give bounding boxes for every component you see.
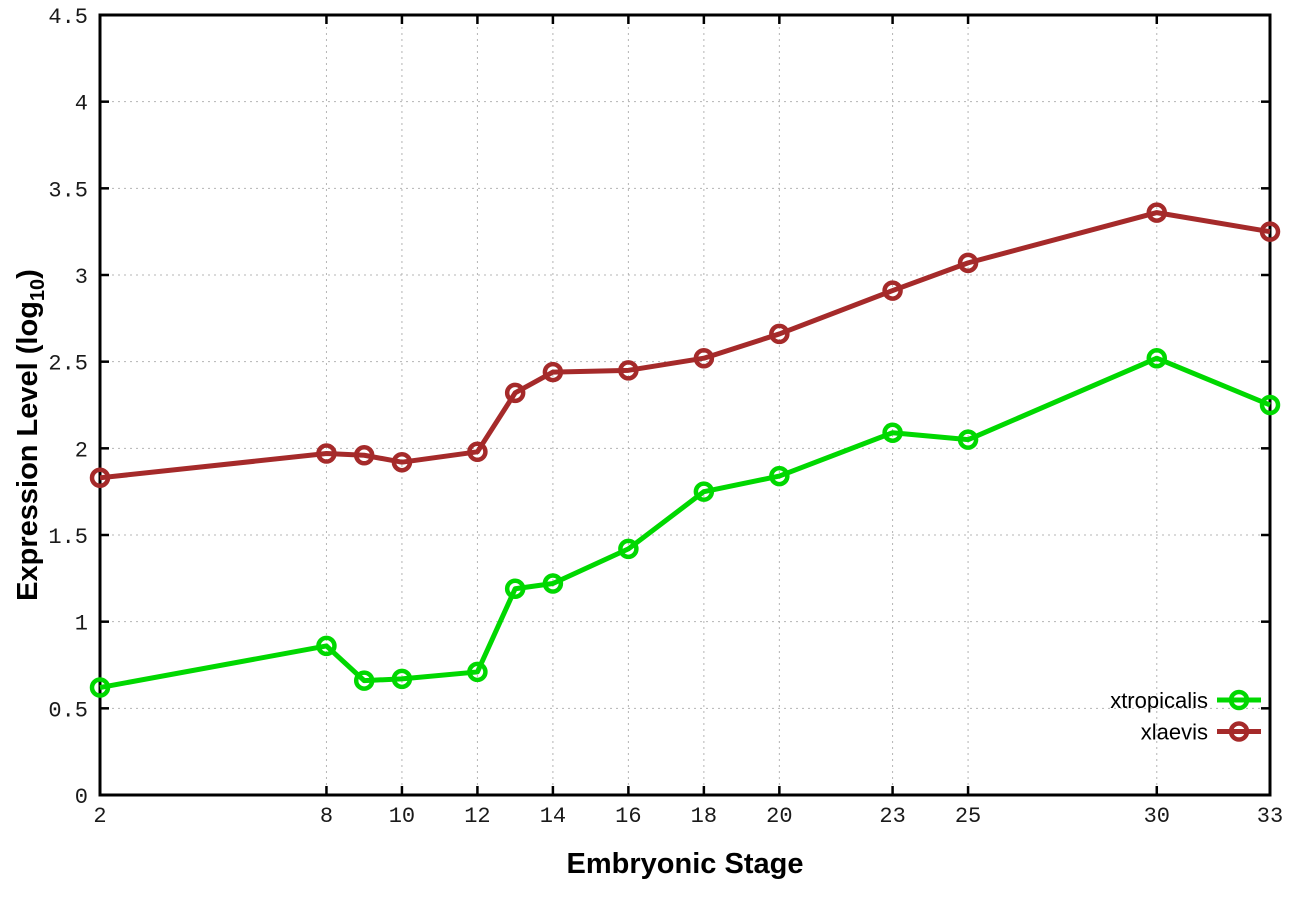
data-point-marker	[504, 578, 526, 599]
data-point-marker	[467, 661, 488, 683]
data-point-marker	[882, 422, 903, 443]
x-tick-label: 25	[955, 804, 981, 829]
data-point-marker	[693, 347, 715, 369]
data-point-marker	[89, 677, 111, 698]
data-point-marker	[316, 635, 337, 657]
y-tick-label: 4	[75, 92, 88, 117]
y-tick-label: 1	[75, 612, 88, 637]
data-point-marker	[618, 360, 639, 381]
legend: xtropicalis xlaevis	[1110, 688, 1261, 745]
data-point-marker	[353, 670, 375, 691]
data-point-marker	[882, 280, 903, 301]
plot-border	[98, 13, 1272, 797]
y-tick-label: 0.5	[48, 698, 88, 723]
legend-sample-marker	[1228, 689, 1250, 711]
series-line	[99, 355, 1271, 690]
y-tick-label: 3	[75, 265, 88, 290]
y-tick-label: 2.5	[48, 352, 88, 377]
y-tick-label: 2	[75, 438, 88, 463]
data-point-marker	[391, 451, 413, 473]
x-axis-title: Embryonic Stage	[566, 848, 804, 880]
series-xtropicalis	[89, 347, 1281, 698]
x-tick-label: 33	[1257, 804, 1283, 829]
x-tick-label: 10	[389, 804, 415, 829]
x-tick-label: 18	[691, 804, 717, 829]
y-tick-label: 0	[75, 785, 88, 810]
series-line	[99, 210, 1271, 481]
data-point-marker	[391, 668, 413, 690]
data-point-marker	[467, 441, 488, 463]
data-point-marker	[1259, 394, 1281, 416]
x-tick-label: 16	[615, 804, 641, 829]
series-xlaevis	[89, 202, 1281, 489]
legend-label: xlaevis	[1141, 720, 1208, 745]
data-point-marker	[1259, 221, 1281, 242]
data-point-marker	[769, 323, 790, 345]
legend-label: xtropicalis	[1110, 688, 1208, 713]
data-point-marker	[693, 481, 715, 502]
y-axis-title-text: Expression Level (log	[12, 301, 44, 601]
data-point-marker	[316, 443, 337, 464]
x-tick-label: 8	[320, 804, 333, 829]
data-point-marker	[542, 361, 564, 383]
y-tick-label: 3.5	[48, 178, 88, 203]
data-point-marker	[618, 538, 639, 560]
data-point-marker	[504, 382, 526, 404]
y-axis-title: Expression Level (log10)	[12, 269, 50, 601]
x-tick-label: 30	[1144, 804, 1170, 829]
data-point-marker	[1146, 202, 1168, 223]
y-tick-label: 1.5	[48, 525, 88, 550]
data-point-marker	[89, 467, 111, 489]
data-point-marker	[769, 465, 790, 487]
y-axis-title-subscript: 10	[26, 278, 49, 302]
data-point-marker	[957, 252, 979, 274]
data-point-marker	[542, 573, 564, 594]
data-point-marker	[957, 429, 979, 450]
data-point-marker	[1146, 347, 1168, 369]
x-tick-label: 23	[879, 804, 905, 829]
y-axis-title-suffix: )	[12, 269, 44, 279]
x-tick-label: 12	[464, 804, 490, 829]
x-tick-label: 2	[93, 804, 106, 829]
x-tick-label: 14	[540, 804, 566, 829]
y-tick-label: 4.5	[48, 5, 88, 30]
legend-sample-marker	[1228, 721, 1250, 742]
x-tick-label: 20	[766, 804, 792, 829]
data-point-marker	[353, 445, 375, 466]
